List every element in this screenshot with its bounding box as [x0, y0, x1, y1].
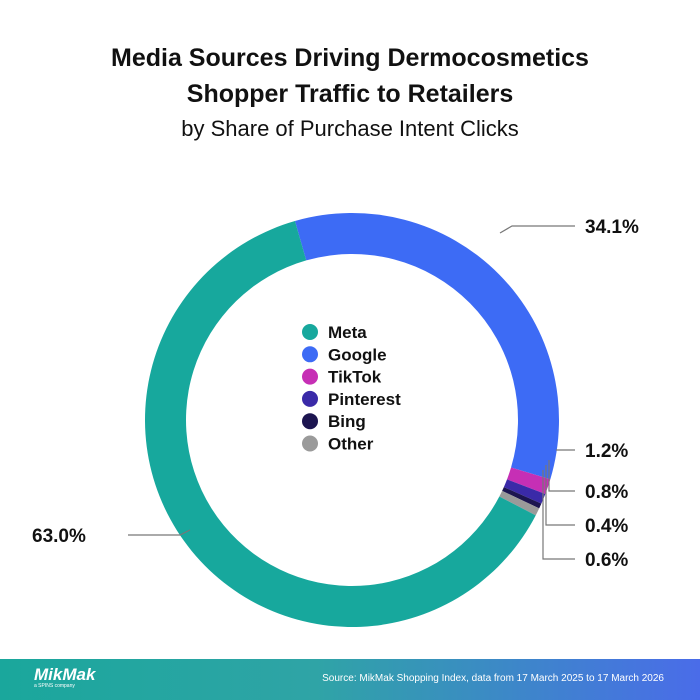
donut-chart: 34.1% 1.2% 0.8% 0.4% 0.6% 63.0% Meta Google TikT…: [32, 213, 639, 627]
chart-title: Media Sources Driving Dermocosmetics Shop…: [0, 40, 700, 112]
legend-marker-pinterest: [302, 390, 318, 407]
legend-label-other: Other: [328, 435, 374, 454]
data-label-other: 0.6%: [585, 550, 628, 571]
leader-line-meta: [128, 529, 191, 536]
leader-line-other: [542, 470, 575, 560]
data-label-tiktok: 1.2%: [585, 441, 628, 462]
data-label-meta: 63.0%: [32, 526, 86, 547]
logo: MikMak a SPINS company: [34, 665, 95, 689]
source-note: Source: MikMak Shopping Index, data from…: [322, 673, 664, 684]
legend-label-meta: Meta: [328, 323, 367, 342]
logo-text: MikMak: [34, 665, 96, 684]
legend-marker-bing: [302, 413, 318, 430]
slice-tiktok: [507, 467, 551, 495]
legend-label-google: Google: [328, 345, 387, 364]
legend-marker-tiktok: [302, 368, 318, 385]
legend-label-tiktok: TikTok: [328, 368, 382, 387]
leader-line-bing: [545, 465, 575, 526]
chart-subtitle: by Share of Purchase Intent Clicks: [181, 116, 519, 141]
slice-other: [499, 490, 540, 516]
slice-google: [294, 213, 559, 480]
data-label-pinterest: 0.8%: [585, 482, 628, 503]
logo-sub: a SPINS company: [34, 683, 75, 689]
leader-line-google: [499, 225, 575, 234]
slice-pinterest: [503, 479, 546, 504]
legend-label-pinterest: Pinterest: [328, 390, 401, 409]
data-label-google: 34.1%: [585, 217, 639, 238]
legend-marker-google: [302, 346, 318, 363]
slice-bing: [502, 487, 542, 509]
leader-line-pinterest: [548, 460, 575, 492]
legend-label-bing: Bing: [328, 412, 366, 431]
legend-marker-meta: [302, 324, 318, 340]
legend-marker-other: [302, 435, 318, 452]
footer: MikMak a SPINS company Source: MikMak Sho…: [0, 659, 700, 700]
title-line-2: Shopper Traffic to Retailers: [186, 80, 514, 108]
data-label-bing: 0.4%: [585, 516, 628, 537]
title-line-1: Media Sources Driving Dermocosmetics: [111, 44, 589, 72]
